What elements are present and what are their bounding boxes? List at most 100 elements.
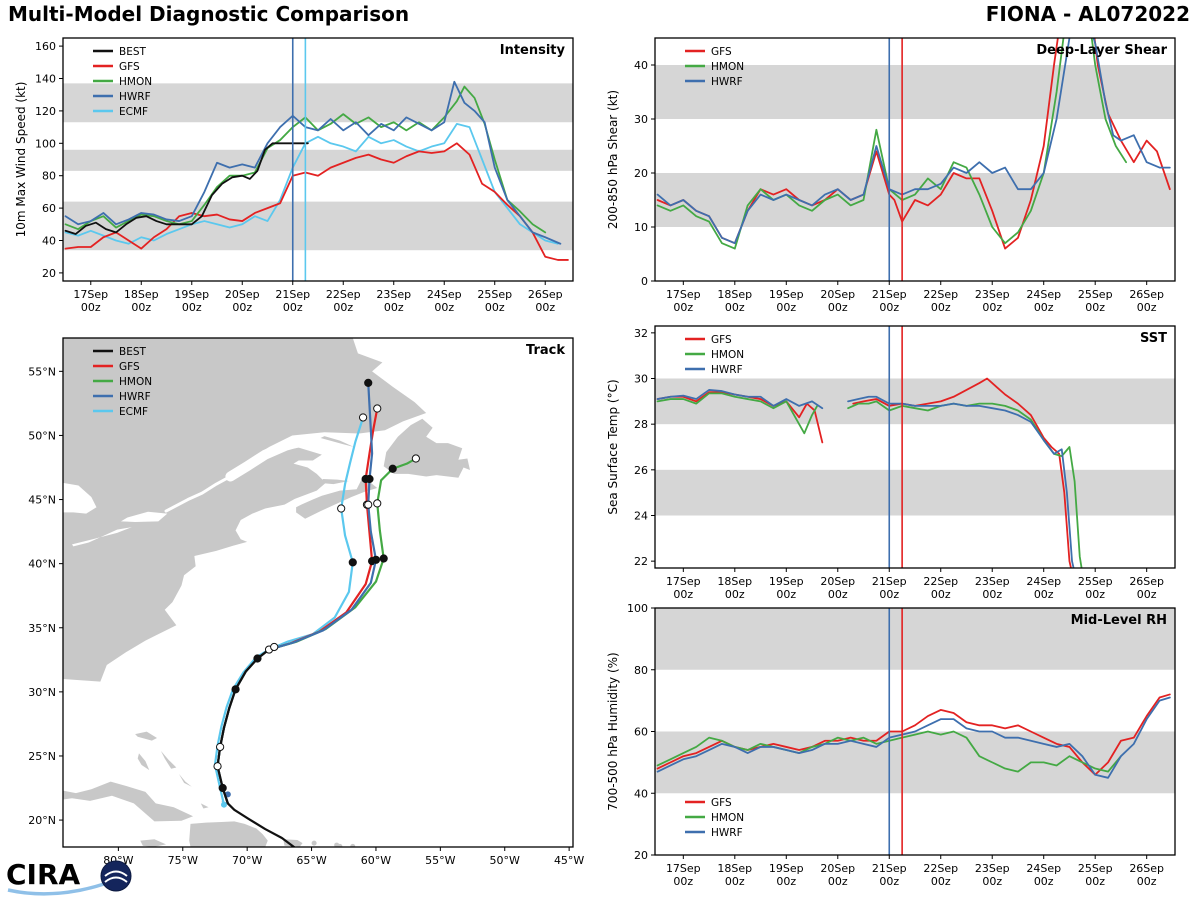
svg-text:50°N: 50°N	[28, 429, 56, 442]
sst-legend: GFS HMON HWRF	[685, 334, 744, 376]
svg-text:55°N: 55°N	[28, 365, 56, 378]
storm-title: FIONA - AL072022	[985, 2, 1190, 26]
sst-hmon-line	[656, 392, 819, 435]
svg-text:30: 30	[634, 113, 648, 126]
svg-text:160: 160	[35, 40, 56, 53]
svg-text:70°W: 70°W	[232, 854, 262, 867]
svg-text:HWRF: HWRF	[119, 391, 151, 403]
track-legend: BEST GFS HMON HWRF ECMF	[93, 346, 152, 418]
svg-text:HWRF: HWRF	[119, 91, 151, 103]
svg-text:HMON: HMON	[119, 376, 152, 388]
svg-text:ECMF: ECMF	[119, 406, 148, 418]
svg-text:25°N: 25°N	[28, 750, 56, 763]
intensity-hmon-line	[64, 85, 547, 234]
svg-text:20: 20	[42, 267, 56, 280]
cira-swoosh	[7, 882, 105, 896]
sst-panel-title: SST	[1140, 331, 1167, 346]
svg-text:100: 100	[627, 602, 648, 615]
sst-gfs-line	[852, 377, 1072, 568]
shear-hwrf-line	[656, 38, 1171, 245]
svg-text:20: 20	[634, 167, 648, 180]
svg-text:24: 24	[634, 509, 648, 522]
shear-svg: 17Sep 00z 18Sep 00z 19Sep 00z 20Sep 00z 21Sep 00z…	[606, 37, 1176, 314]
sst-svg: 17Sep 00z 18Sep 00z 19Sep 00z 20Sep 00z 21Sep 00z…	[606, 325, 1176, 601]
svg-text:HWRF: HWRF	[711, 364, 743, 376]
svg-text:HMON: HMON	[711, 61, 744, 73]
shear-panel-title: Deep-Layer Shear	[1036, 43, 1167, 58]
svg-text:22: 22	[634, 555, 648, 568]
svg-text:100: 100	[35, 137, 56, 150]
intensity-chart: 17Sep 00z 18Sep 00z 19Sep 00z 20Sep 00z 21Sep 00z…	[0, 28, 600, 328]
svg-text:30°N: 30°N	[28, 686, 56, 699]
shear-hmon-line	[656, 38, 1127, 250]
cira-logo-text: CIRA	[6, 858, 81, 891]
page-title: Multi-Model Diagnostic Comparison	[8, 2, 410, 26]
svg-text:GFS: GFS	[711, 46, 732, 58]
map-land	[63, 338, 470, 847]
rh-panel-title: Mid-Level RH	[1071, 613, 1167, 628]
svg-text:40: 40	[42, 235, 56, 248]
svg-text:80: 80	[634, 664, 648, 677]
seal-icon	[100, 860, 132, 892]
svg-text:30: 30	[634, 373, 648, 386]
svg-text:ECMF: ECMF	[119, 106, 148, 118]
svg-text:60°W: 60°W	[361, 854, 391, 867]
intensity-panel-title: Intensity	[500, 43, 566, 58]
sst-chart: 17Sep 00z 18Sep 00z 19Sep 00z 20Sep 00z 21Sep 00z…	[600, 318, 1200, 608]
svg-text:GFS: GFS	[119, 361, 140, 373]
intensity-svg: 17Sep 00z 18Sep 00z 19Sep 00z 20Sep 00z 21Sep 00z…	[14, 37, 574, 314]
svg-text:HMON: HMON	[119, 76, 152, 88]
svg-text:HMON: HMON	[711, 812, 744, 824]
svg-text:80: 80	[42, 170, 56, 183]
intensity-gfs-line	[64, 142, 569, 261]
rh-legend: GFS HMON HWRF	[685, 797, 744, 839]
shear-chart: 17Sep 00z 18Sep 00z 19Sep 00z 20Sep 00z 21Sep 00z…	[600, 28, 1200, 328]
svg-text:32: 32	[634, 327, 648, 340]
svg-text:140: 140	[35, 73, 56, 86]
svg-text:10: 10	[634, 221, 648, 234]
svg-text:HMON: HMON	[711, 349, 744, 361]
intensity-ylabel: 10m Max Wind Speed (kt)	[14, 82, 28, 238]
track-svg: 80°W 75°W 70°W 65°W 60°W 55°W 50°W 45°W20°N25°N…	[28, 337, 584, 867]
intensity-hwrf-line	[64, 80, 562, 245]
svg-text:45°W: 45°W	[554, 854, 584, 867]
track-panel-title: Track	[526, 343, 565, 358]
svg-text:20: 20	[634, 849, 648, 862]
intensity-legend: BEST GFS HMON HWRF ECMF	[93, 46, 152, 118]
svg-text:0: 0	[641, 275, 648, 288]
svg-text:35°N: 35°N	[28, 622, 56, 635]
svg-text:20°N: 20°N	[28, 814, 56, 827]
svg-text:GFS: GFS	[711, 797, 732, 809]
sst-hmon-line	[847, 400, 1083, 568]
svg-text:26: 26	[634, 464, 648, 477]
cira-logo-graphic: CIRA	[6, 858, 132, 896]
svg-text:HWRF: HWRF	[711, 827, 743, 839]
svg-text:60: 60	[634, 726, 648, 739]
